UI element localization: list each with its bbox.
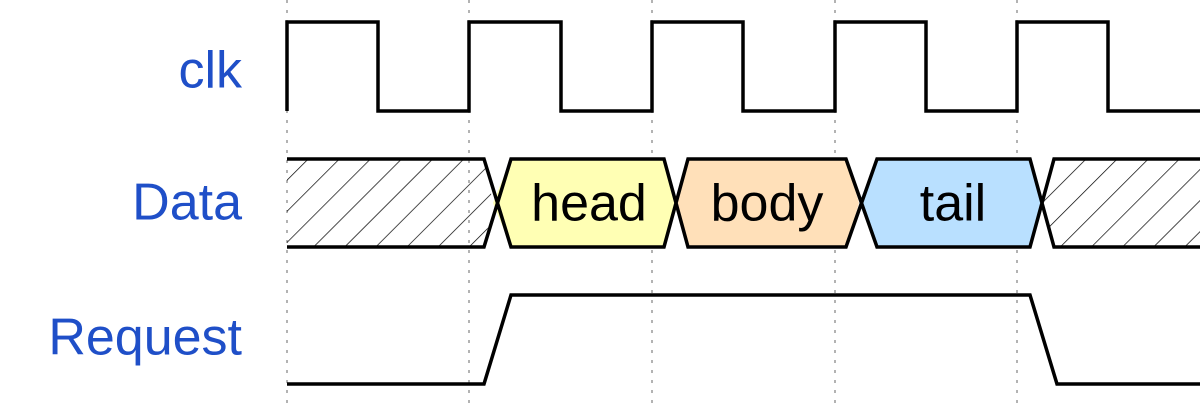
signal-label-clk: clk	[178, 42, 243, 100]
request-waveform	[287, 293, 1200, 386]
grid-lines	[286, 0, 1018, 410]
data-segment-head	[493, 159, 676, 247]
data-segment-body-label: body	[711, 175, 824, 233]
data-segment-body	[676, 159, 859, 247]
data-undefined-segment	[1042, 159, 1200, 247]
clk-waveform	[285, 20, 1200, 113]
data-segment-head-label: head	[531, 175, 647, 233]
data-segment-tail-label: tail	[920, 175, 986, 233]
data-undefined-segment	[287, 159, 493, 247]
data-bus-outline	[287, 157, 1200, 249]
data-bus	[287, 157, 1200, 249]
signal-label-data: Data	[132, 174, 242, 232]
signal-label-request: Request	[48, 309, 242, 367]
data-segment-tail	[859, 159, 1042, 247]
